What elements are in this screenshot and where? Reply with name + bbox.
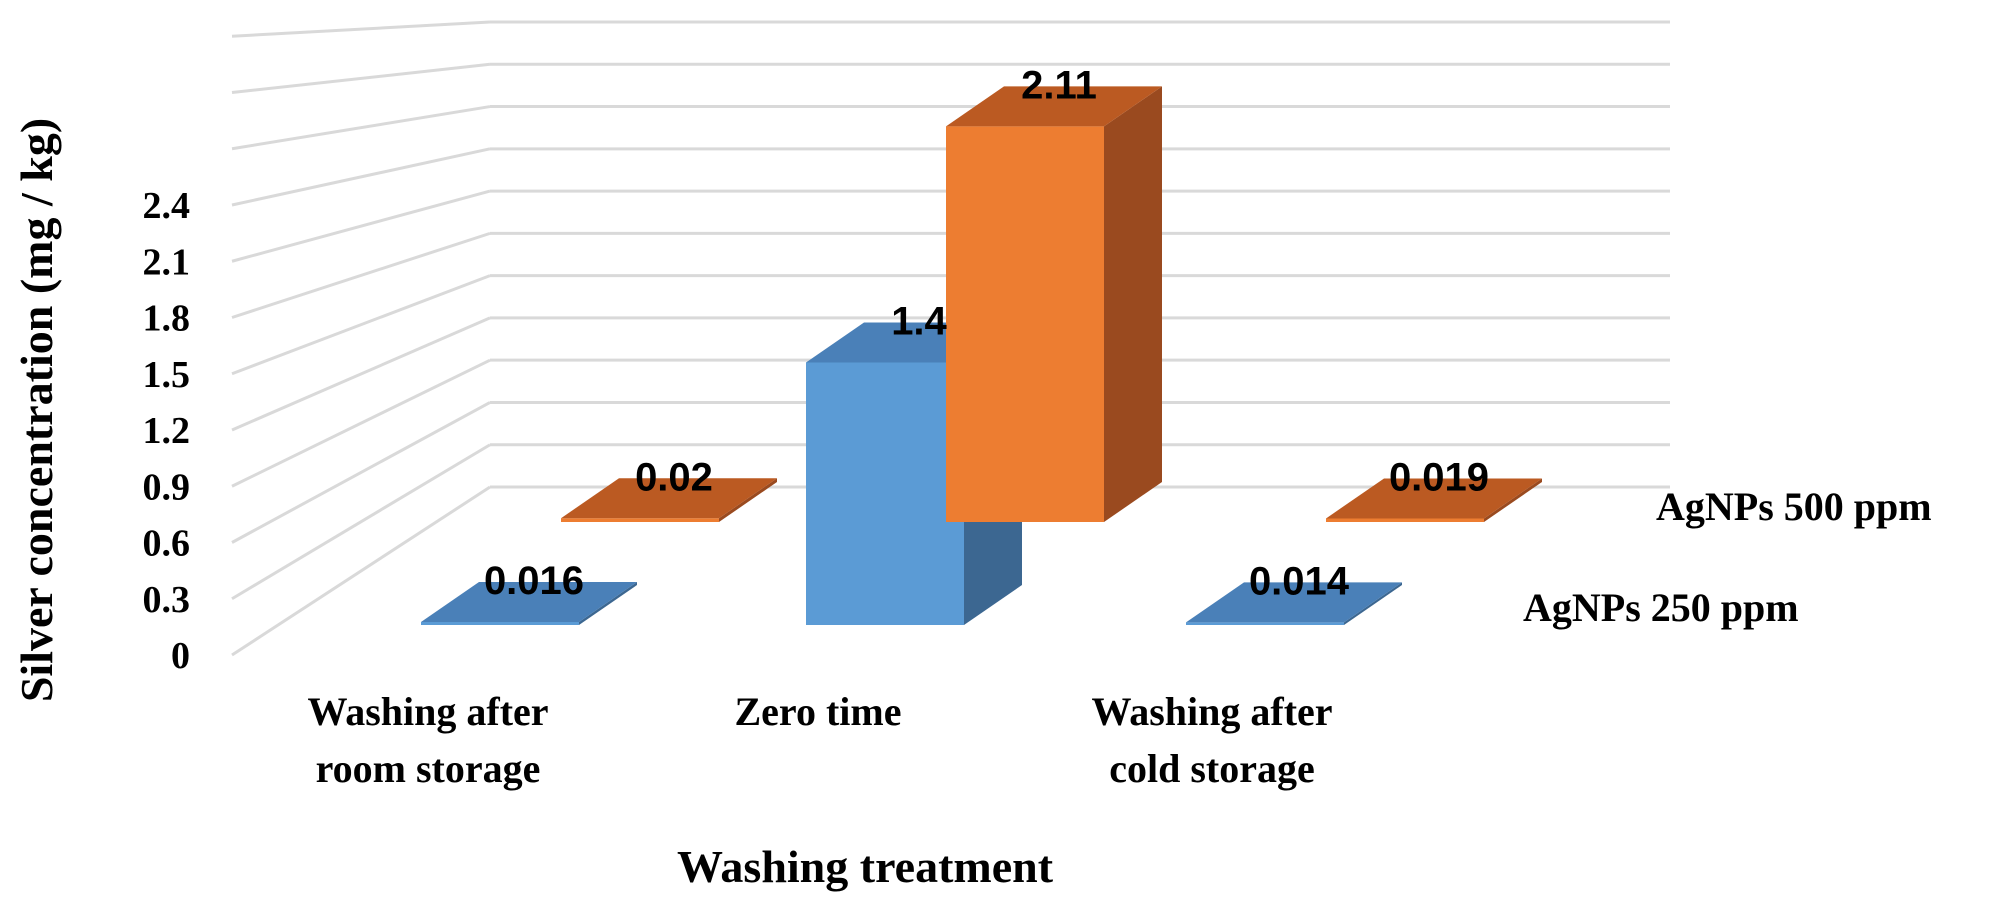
gridline-side [231,358,491,488]
bar-side [1344,582,1402,625]
y-axis-ticks: 0 0.3 0.6 0.9 1.2 1.5 1.8 2.1 2.4 [143,185,191,677]
gridline-side [231,485,491,657]
gridline-side [231,20,491,38]
y-tick-label: 0 [171,635,190,677]
bar-side [1104,86,1162,522]
y-axis-title: Silver concentration (mg / kg) [11,118,62,702]
series-labels: AgNPs 250 ppm AgNPs 500 ppm [1523,484,1932,630]
data-label: 1.4 [891,300,947,344]
x-category-label: Washing after [307,689,548,734]
bar [1186,622,1344,625]
x-category-label: Washing after [1091,689,1332,734]
x-category-label: room storage [316,746,541,791]
data-label: 0.016 [484,559,584,603]
bar-top [1326,478,1542,519]
bar [421,622,579,625]
data-labels: 0.016 1.4 0.014 0.02 2.11 0.019 [484,63,1489,603]
y-tick-label: 0.3 [143,579,191,621]
bars [421,86,1542,625]
y-tick-label: 2.1 [143,241,191,283]
gridline-side [231,401,491,544]
bar-side [579,582,637,625]
bar-top [1186,582,1402,623]
series-label: AgNPs 500 ppm [1656,484,1932,529]
bar [946,126,1104,522]
y-tick-label: 2.4 [143,185,191,227]
bar [1326,518,1484,522]
gridline-side [231,316,491,432]
gridline-side [231,189,491,263]
x-axis-categories: Washing after room storage Zero time Washin… [307,689,1332,791]
gridline-side [231,231,491,319]
bar [806,362,964,625]
data-label: 2.11 [1021,63,1097,107]
data-label: 0.014 [1249,559,1350,603]
x-category-label: cold storage [1109,746,1315,791]
y-tick-label: 1.5 [143,354,191,396]
series-label: AgNPs 250 ppm [1523,585,1799,630]
gridline-side [231,105,491,151]
y-tick-label: 0.6 [143,523,191,565]
bar [561,518,719,522]
gridline-side [231,274,491,376]
gridline-side [231,147,491,207]
y-tick-label: 0.9 [143,466,191,508]
bar-side [719,478,777,522]
data-label: 0.019 [1389,455,1489,499]
x-axis-title: Washing treatment [677,841,1054,892]
y-tick-label: 1.8 [143,298,191,340]
gridline-side [231,62,491,94]
data-label: 0.02 [635,455,713,499]
y-tick-label: 1.2 [143,410,191,452]
bar-top [421,582,637,622]
bar-side [1484,478,1542,522]
x-category-label: Zero time [735,689,902,734]
bar-top [561,478,777,519]
gridline-side [231,443,491,601]
bar-top [946,86,1162,127]
